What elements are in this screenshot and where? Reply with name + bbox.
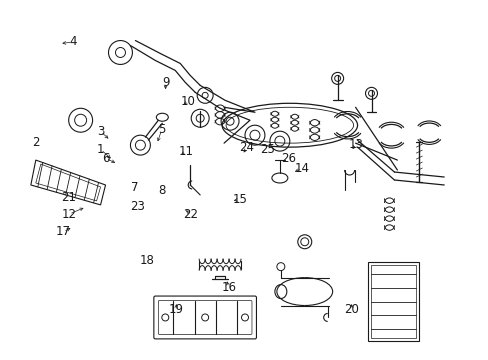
Text: 2: 2 bbox=[32, 136, 40, 149]
Text: 11: 11 bbox=[178, 145, 193, 158]
Text: 5: 5 bbox=[158, 123, 165, 136]
Text: 13: 13 bbox=[348, 138, 363, 150]
Text: 4: 4 bbox=[69, 35, 77, 49]
Text: 26: 26 bbox=[280, 152, 295, 165]
Text: 1: 1 bbox=[97, 143, 104, 156]
Text: 17: 17 bbox=[56, 225, 71, 238]
Text: 9: 9 bbox=[162, 76, 169, 89]
Text: 6: 6 bbox=[102, 152, 109, 165]
Text: 7: 7 bbox=[131, 181, 139, 194]
Text: 10: 10 bbox=[181, 95, 196, 108]
Text: 14: 14 bbox=[294, 162, 309, 175]
Text: 20: 20 bbox=[344, 303, 358, 316]
Text: 16: 16 bbox=[221, 281, 236, 294]
Text: 3: 3 bbox=[97, 125, 104, 138]
Text: 8: 8 bbox=[158, 184, 165, 197]
Text: 12: 12 bbox=[61, 208, 77, 221]
Text: 21: 21 bbox=[61, 192, 76, 204]
Text: 18: 18 bbox=[140, 254, 154, 267]
Text: 15: 15 bbox=[232, 193, 246, 206]
Text: 22: 22 bbox=[183, 208, 198, 221]
Text: 19: 19 bbox=[168, 303, 183, 316]
Text: 23: 23 bbox=[130, 201, 144, 213]
Text: 25: 25 bbox=[260, 143, 275, 156]
Text: 24: 24 bbox=[239, 141, 254, 154]
